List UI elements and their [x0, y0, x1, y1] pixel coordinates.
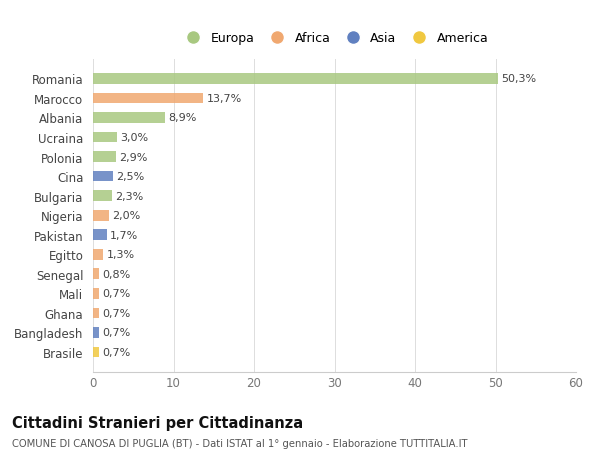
Bar [93, 288, 98, 299]
Bar [93, 269, 100, 280]
Bar [93, 249, 103, 260]
Bar [93, 132, 117, 143]
Bar [93, 171, 113, 182]
Text: 0,7%: 0,7% [102, 308, 130, 318]
Text: 2,3%: 2,3% [115, 191, 143, 201]
Text: 1,7%: 1,7% [110, 230, 138, 240]
Bar [93, 191, 112, 202]
Text: 2,5%: 2,5% [116, 172, 145, 182]
Text: 13,7%: 13,7% [206, 94, 242, 104]
Text: COMUNE DI CANOSA DI PUGLIA (BT) - Dati ISTAT al 1° gennaio - Elaborazione TUTTIT: COMUNE DI CANOSA DI PUGLIA (BT) - Dati I… [12, 438, 467, 448]
Text: 2,9%: 2,9% [119, 152, 148, 162]
Text: 0,7%: 0,7% [102, 328, 130, 338]
Text: Cittadini Stranieri per Cittadinanza: Cittadini Stranieri per Cittadinanza [12, 415, 303, 431]
Text: 50,3%: 50,3% [501, 74, 536, 84]
Bar [93, 308, 98, 319]
Bar [93, 347, 98, 358]
Text: 0,8%: 0,8% [103, 269, 131, 279]
Legend: Europa, Africa, Asia, America: Europa, Africa, Asia, America [177, 28, 492, 49]
Bar [93, 93, 203, 104]
Bar [93, 74, 498, 84]
Bar [93, 327, 98, 338]
Text: 1,3%: 1,3% [107, 250, 135, 260]
Bar [93, 152, 116, 162]
Text: 0,7%: 0,7% [102, 289, 130, 299]
Bar [93, 113, 164, 123]
Text: 0,7%: 0,7% [102, 347, 130, 357]
Bar [93, 210, 109, 221]
Text: 2,0%: 2,0% [112, 211, 140, 221]
Bar [93, 230, 107, 241]
Text: 3,0%: 3,0% [121, 133, 148, 143]
Text: 8,9%: 8,9% [168, 113, 196, 123]
